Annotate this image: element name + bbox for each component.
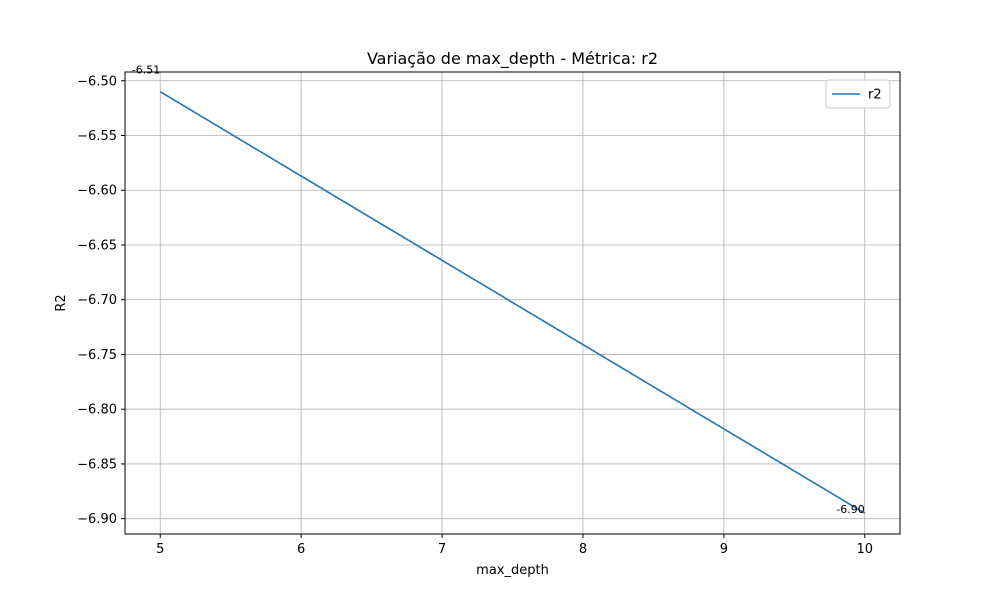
y-tick-label: −6.80 [77,403,117,418]
x-tick-label: 7 [438,542,446,557]
data-label: -6.51 [132,64,160,77]
y-axis-label: R2 [54,294,69,311]
x-tick-label: 8 [579,542,587,557]
y-tick-label: −6.50 [77,74,117,89]
legend: r2 [825,79,891,109]
x-tick-label: 5 [156,542,164,557]
x-tick-label: 6 [297,542,305,557]
y-tick-label: −6.90 [77,512,117,527]
series-layer [159,91,866,514]
axes [124,71,901,535]
ticks: 5 6 7 8 9 10 −6.50 −6.55 −6.60 −6.65 −6.70 −6.75 −6.… [77,74,873,557]
series-line-r2 [159,91,866,514]
legend-label: r2 [868,88,882,103]
grid [125,72,900,534]
x-tick-label: 9 [720,542,728,557]
plot-frame [124,71,901,535]
chart-title: Variação de max_depth - Métrica: r2 [367,49,658,69]
y-tick-label: −6.75 [77,348,117,363]
data-labels: -6.51 -6.90 [132,64,865,516]
y-tick-label: −6.70 [77,293,117,308]
y-tick-label: −6.65 [77,238,117,253]
y-tick-label: −6.60 [77,184,117,199]
y-tick-label: −6.85 [77,457,117,472]
x-tick-label: 10 [856,542,873,557]
y-tick-label: −6.55 [77,129,117,144]
data-label: -6.90 [836,503,864,516]
x-axis-label: max_depth [476,563,549,578]
